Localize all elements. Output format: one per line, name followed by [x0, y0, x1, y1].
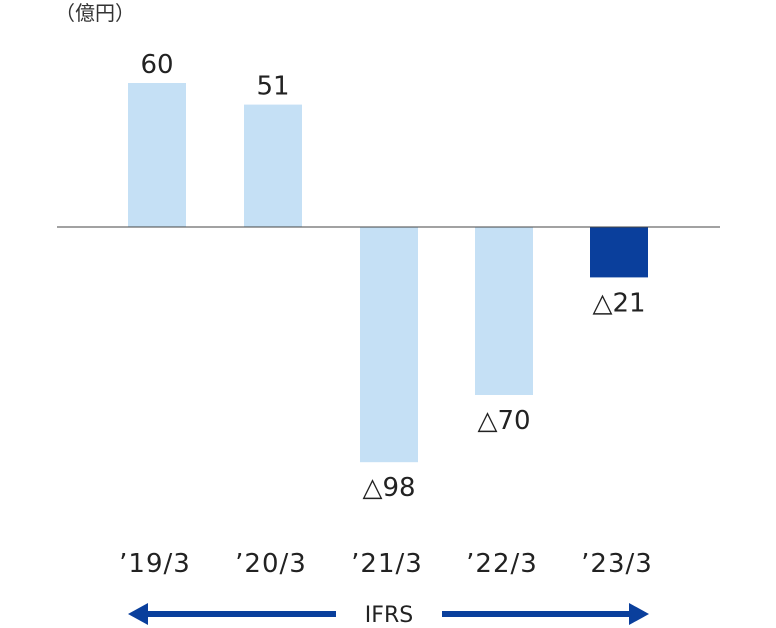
ifrs-label: IFRS: [365, 603, 413, 628]
x-tick-label-1: ’19/3: [119, 549, 191, 579]
bar-5: [590, 227, 648, 278]
bar-3: [360, 227, 418, 463]
data-label-3: △98: [362, 473, 415, 503]
data-labels-group: 60 51 △98 △70 △21: [140, 50, 645, 503]
data-label-4: △70: [477, 406, 530, 436]
data-label-2: 51: [256, 72, 289, 102]
x-tick-label-2: ’20/3: [235, 549, 307, 579]
unit-label: （億円）: [55, 1, 135, 25]
ifrs-arrow-left-head: [128, 603, 148, 625]
bars-group: [128, 83, 648, 463]
x-tick-label-5: ’23/3: [581, 549, 653, 579]
data-label-5: △21: [592, 288, 645, 318]
bar-4: [475, 227, 533, 395]
bar-2: [244, 104, 302, 227]
x-tick-labels-group: ’19/3 ’20/3 ’21/3 ’22/3 ’23/3: [119, 549, 653, 579]
data-label-1: 60: [140, 50, 173, 80]
x-tick-label-3: ’21/3: [351, 549, 423, 579]
bar-1: [128, 83, 186, 227]
ifrs-arrow: IFRS: [128, 603, 649, 628]
x-tick-label-4: ’22/3: [466, 549, 538, 579]
ifrs-arrow-right-head: [629, 603, 649, 625]
